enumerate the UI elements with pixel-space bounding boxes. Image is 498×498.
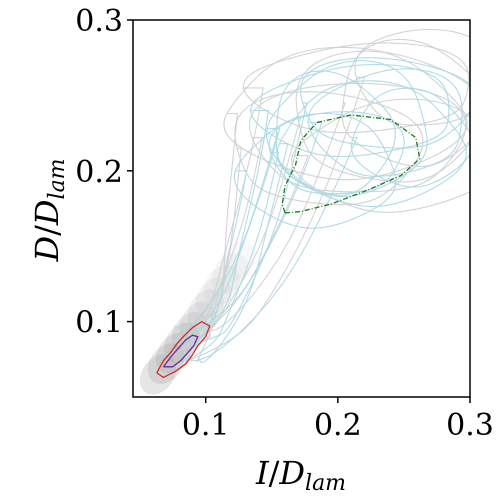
light-blue-trajectories-line xyxy=(168,68,463,345)
ticks: 0.1 0.2 0.3 0.1 0.2 0.3 xyxy=(75,4,494,443)
light-blue-trajectories-line xyxy=(189,63,450,345)
light-blue-trajectories-line xyxy=(202,57,470,342)
light-gray-trajectories-line xyxy=(202,91,424,342)
lower-branch-red-contour xyxy=(156,320,211,379)
y-axis-label: D/Dlam xyxy=(28,158,70,262)
attractor-contour-dashed xyxy=(281,114,421,214)
light-blue-trajectories-line xyxy=(184,111,405,363)
light-gray-trajectories-line xyxy=(184,28,470,363)
light-gray-trajectories-line xyxy=(196,46,468,363)
lower-branch-purple-contour xyxy=(162,334,199,368)
light-gray-trajectories-line xyxy=(168,42,470,345)
density-blob xyxy=(171,311,209,353)
light-blue-trajectories-line xyxy=(179,87,470,362)
y-tick-label: 0.3 xyxy=(75,4,123,39)
x-tick-label: 0.1 xyxy=(182,408,230,443)
light-gray-trajectories-line xyxy=(194,38,470,333)
light-gray-trajectories-line xyxy=(183,50,470,341)
axes-frame xyxy=(132,19,471,398)
y-tick-label: 0.1 xyxy=(75,306,123,341)
light-blue-trajectories-line xyxy=(182,112,397,355)
x-tick-label: 0.2 xyxy=(314,408,362,443)
light-blue-trajectories-line xyxy=(173,70,396,331)
x-tick-label: 0.3 xyxy=(446,408,494,443)
x-axis-label: I/Dlam xyxy=(255,454,346,496)
light-gray-trajectories-line xyxy=(159,98,470,356)
y-tick-label: 0.2 xyxy=(75,155,123,190)
plot-area xyxy=(139,28,470,395)
